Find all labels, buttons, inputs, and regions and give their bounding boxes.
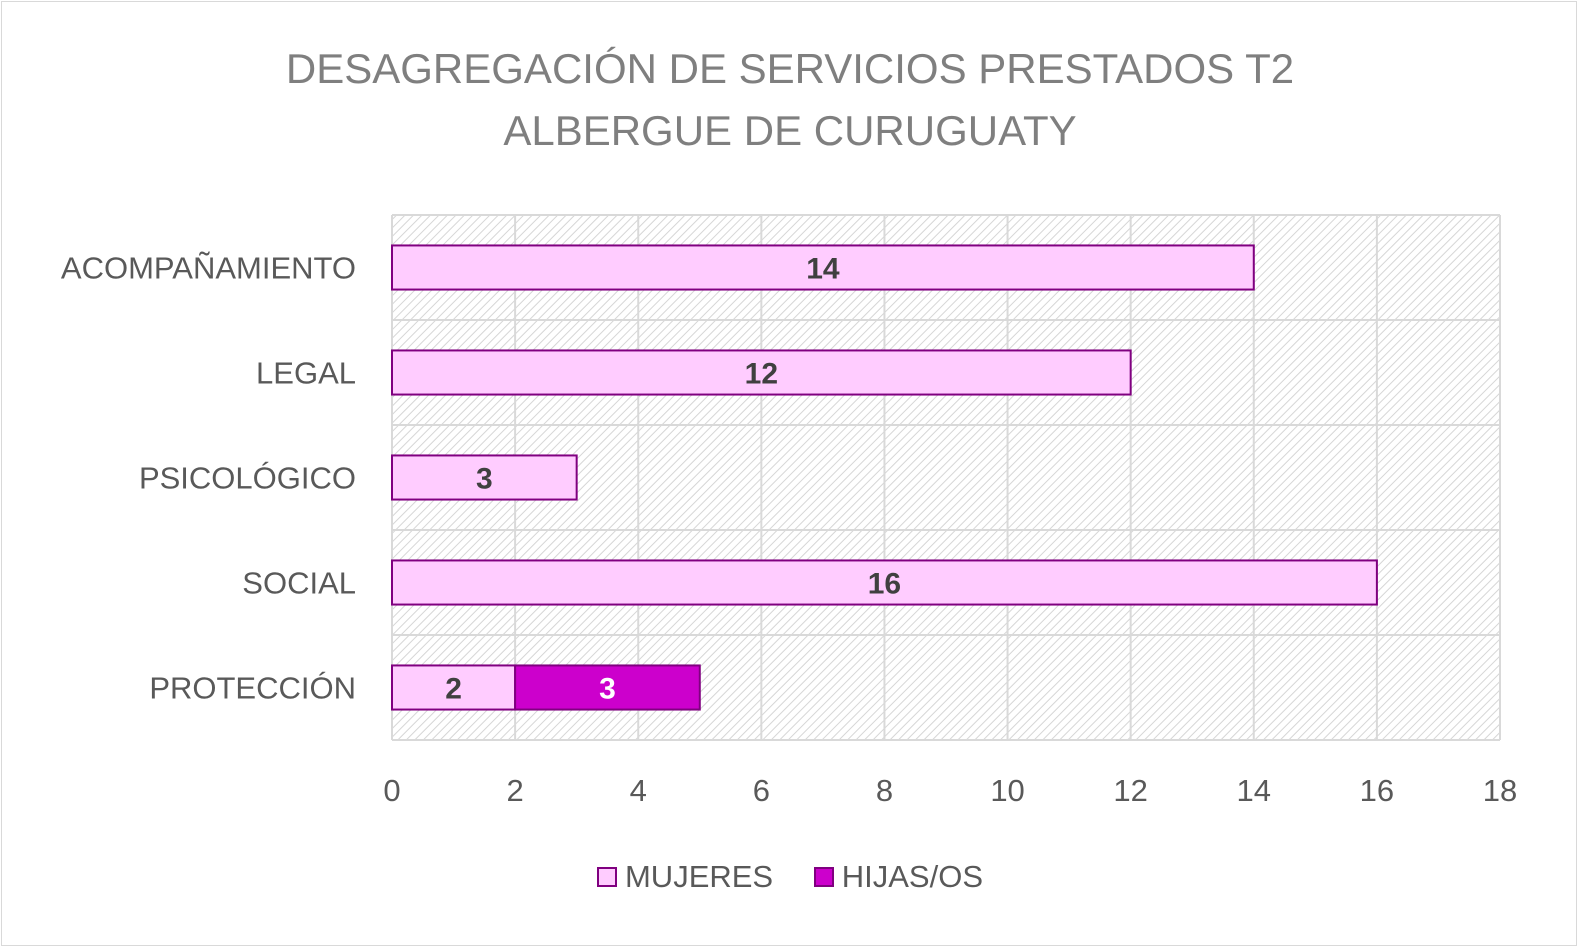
data-label: 3 xyxy=(599,673,616,706)
legend: MUJERES HIJAS/OS xyxy=(0,856,1580,895)
x-tick-label: 6 xyxy=(753,773,770,808)
bar-hijas-os xyxy=(514,664,701,711)
x-tick-label: 18 xyxy=(1483,773,1517,808)
legend-label-mujeres: MUJERES xyxy=(624,858,774,894)
x-tick-label: 14 xyxy=(1237,773,1271,808)
bars xyxy=(391,244,1378,711)
data-labels: 14 12 3 16 2 3 xyxy=(445,253,901,706)
bar-mujeres xyxy=(391,454,578,501)
category-label: LEGAL xyxy=(256,356,356,391)
data-label: 16 xyxy=(868,568,901,601)
category-label: PROTECCIÓN xyxy=(149,671,356,706)
chart-title-line-1: DESAGREGACIÓN DE SERVICIOS PRESTADOS T2 xyxy=(285,45,1295,92)
x-tick-label: 8 xyxy=(876,773,893,808)
x-tick-label: 0 xyxy=(383,773,400,808)
x-tick-label: 12 xyxy=(1113,773,1147,808)
bar-mujeres xyxy=(391,349,1132,396)
category-label: ACOMPAÑAMIENTO xyxy=(61,251,356,286)
data-label: 14 xyxy=(806,253,840,286)
data-label: 2 xyxy=(445,673,462,706)
x-axis-tick-labels: 0 2 4 6 8 10 12 14 16 18 xyxy=(383,773,1517,808)
chart-title: DESAGREGACIÓN DE SERVICIOS PRESTADOS T2 … xyxy=(0,38,1580,162)
legend-item-hijas-os: HIJAS/OS xyxy=(813,857,984,895)
x-tick-label: 16 xyxy=(1360,773,1394,808)
legend-swatch-mujeres xyxy=(596,866,617,887)
x-tick-label: 4 xyxy=(630,773,647,808)
legend-swatch-hijas-os xyxy=(813,866,834,887)
bar-mujeres xyxy=(391,244,1255,291)
x-tick-label: 2 xyxy=(506,773,523,808)
data-label: 3 xyxy=(476,463,493,496)
chart-title-line-2: ALBERGUE DE CURUGUATY xyxy=(503,107,1077,154)
category-label: SOCIAL xyxy=(242,566,356,601)
legend-label-hijas-os: HIJAS/OS xyxy=(841,858,984,894)
x-tick-label: 10 xyxy=(990,773,1024,808)
category-label: PSICOLÓGICO xyxy=(139,461,356,496)
legend-item-mujeres: MUJERES xyxy=(596,857,774,895)
category-labels: ACOMPAÑAMIENTO LEGAL PSICOLÓGICO SOCIAL PROT… xyxy=(61,251,356,706)
bar-mujeres xyxy=(391,664,517,711)
bar-mujeres xyxy=(391,559,1378,606)
data-label: 12 xyxy=(745,358,778,391)
